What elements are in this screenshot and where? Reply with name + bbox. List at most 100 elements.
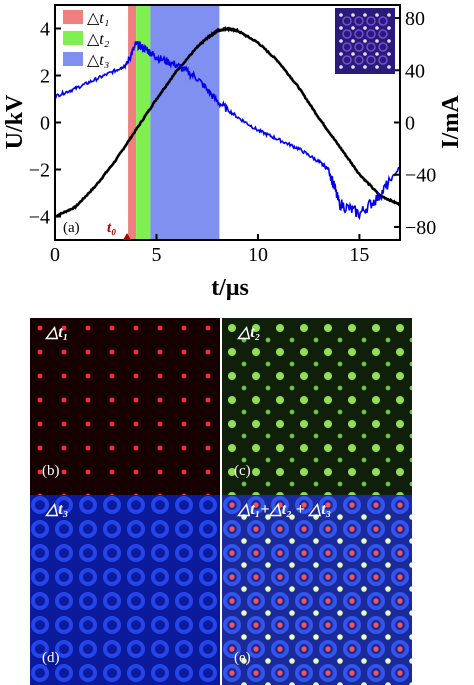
blue-ring bbox=[151, 592, 169, 610]
green-dot bbox=[289, 538, 295, 544]
green-dot bbox=[348, 324, 356, 332]
green-dot-small bbox=[241, 457, 247, 463]
green-dot bbox=[337, 610, 343, 616]
red-dot bbox=[133, 349, 139, 355]
inset-dot bbox=[351, 13, 355, 17]
green-dot bbox=[313, 610, 319, 616]
red-dot bbox=[325, 574, 331, 580]
green-dot-small bbox=[313, 337, 319, 343]
red-dot bbox=[301, 598, 307, 604]
blue-ring bbox=[343, 520, 361, 538]
red-dot bbox=[325, 598, 331, 604]
blue-ring bbox=[79, 496, 97, 514]
inset-dot bbox=[375, 26, 379, 30]
red-dot bbox=[373, 574, 379, 580]
green-dot bbox=[372, 348, 380, 356]
inset-dot bbox=[387, 26, 391, 30]
interval-label-e: △t₁+△t₂ + △t₃ bbox=[238, 501, 332, 518]
blue-ring bbox=[79, 520, 97, 538]
green-dot bbox=[324, 396, 332, 404]
blue-ring bbox=[367, 544, 385, 562]
red-dot bbox=[373, 526, 379, 532]
red-dot bbox=[61, 397, 67, 403]
green-dot bbox=[313, 586, 319, 592]
inset-ring bbox=[354, 42, 364, 52]
inset-pattern-thumbnail bbox=[335, 8, 395, 74]
legend-swatch-dt2 bbox=[63, 31, 83, 45]
blue-ring bbox=[319, 640, 337, 658]
green-dot-small bbox=[313, 361, 319, 367]
blue-ring bbox=[151, 544, 169, 562]
red-dot bbox=[397, 670, 403, 676]
inset-dot bbox=[351, 65, 355, 69]
green-dot-small bbox=[385, 385, 391, 391]
left-tick-label: 0 bbox=[40, 113, 50, 135]
green-dot bbox=[241, 586, 247, 592]
green-dot-small bbox=[241, 361, 247, 367]
inset-ring bbox=[378, 55, 388, 65]
red-dot bbox=[277, 598, 283, 604]
blue-ring bbox=[127, 544, 145, 562]
blue-ring bbox=[343, 640, 361, 658]
blue-ring bbox=[151, 520, 169, 538]
green-dot-small bbox=[289, 337, 295, 343]
red-dot bbox=[253, 598, 259, 604]
inset-dot bbox=[351, 52, 355, 56]
red-dot bbox=[205, 421, 211, 427]
green-dot-small bbox=[337, 385, 343, 391]
panel-label-c: (c) bbox=[234, 463, 251, 479]
blue-ring bbox=[343, 616, 361, 634]
green-dot bbox=[289, 514, 295, 520]
green-dot bbox=[300, 324, 308, 332]
panel-label-e: (e) bbox=[234, 650, 251, 666]
panel-label-a: (a) bbox=[63, 220, 80, 236]
blue-ring bbox=[151, 664, 169, 682]
inset-ring bbox=[378, 16, 388, 26]
red-dot bbox=[85, 469, 91, 475]
inset-dot bbox=[363, 39, 367, 43]
red-dot bbox=[301, 502, 307, 508]
shaded-interval-1 bbox=[128, 5, 137, 240]
green-dot bbox=[361, 514, 367, 520]
green-dot bbox=[252, 420, 260, 428]
green-dot bbox=[348, 468, 356, 476]
green-dot-small bbox=[313, 433, 319, 439]
red-dot bbox=[133, 445, 139, 451]
green-dot bbox=[252, 324, 260, 332]
green-dot bbox=[324, 420, 332, 428]
inset-dot bbox=[375, 13, 379, 17]
image-panel-c: △t₂ (c) bbox=[222, 318, 412, 508]
series-line-2 bbox=[55, 40, 400, 221]
green-dot bbox=[385, 658, 391, 664]
blue-ring bbox=[247, 496, 265, 514]
red-dot bbox=[325, 670, 331, 676]
panel-label-b: (b) bbox=[42, 463, 60, 479]
blue-ring bbox=[295, 496, 313, 514]
blue-ring bbox=[367, 568, 385, 586]
inset-dot bbox=[351, 26, 355, 30]
red-dot bbox=[229, 574, 235, 580]
red-dot bbox=[325, 502, 331, 508]
right-tick-label: 40 bbox=[405, 60, 425, 82]
blue-ring bbox=[175, 568, 193, 586]
inset-dot bbox=[387, 65, 391, 69]
green-dot bbox=[348, 348, 356, 356]
green-dot-small bbox=[289, 361, 295, 367]
legend-swatch-dt3 bbox=[63, 52, 83, 66]
green-dot-small bbox=[361, 337, 367, 343]
t0-marker bbox=[123, 233, 131, 240]
green-dot-small bbox=[241, 385, 247, 391]
green-dot bbox=[241, 538, 247, 544]
green-dot-small bbox=[241, 433, 247, 439]
inset-ring bbox=[342, 16, 352, 26]
green-dot-small bbox=[409, 409, 412, 415]
red-dot bbox=[157, 349, 163, 355]
green-dot bbox=[228, 468, 236, 476]
red-dot bbox=[61, 445, 67, 451]
red-dot bbox=[277, 574, 283, 580]
red-dot bbox=[205, 373, 211, 379]
green-dot bbox=[337, 514, 343, 520]
green-dot-small bbox=[241, 337, 247, 343]
inset-dot bbox=[387, 52, 391, 56]
green-dot bbox=[265, 610, 271, 616]
